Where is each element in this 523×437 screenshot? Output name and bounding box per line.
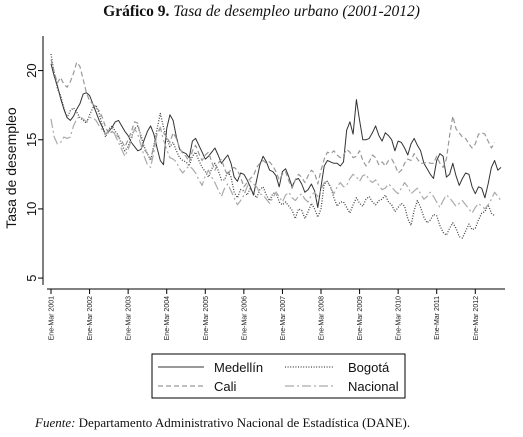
y-ticks: 5 10 15 20	[24, 63, 43, 282]
x-tick-label: Ene-Mar 2011	[434, 296, 441, 340]
source-label: Fuente:	[35, 415, 76, 430]
x-tick-label: Ene-Mar 2003	[126, 296, 133, 340]
y-tick-label: 20	[24, 63, 39, 77]
legend-box	[151, 353, 406, 399]
x-tick-label: Ene-Mar 2005	[203, 296, 210, 340]
y-tick-label: 15	[24, 133, 39, 147]
series-line-bogota	[50, 53, 496, 239]
x-tick-label: Ene-Mar 2004	[164, 296, 171, 340]
x-tick-label: Ene-Mar 2002	[87, 296, 94, 340]
legend-label-nacional: Nacional	[348, 379, 399, 394]
y-axis-label: Tasa de desempleo	[3, 107, 19, 229]
x-tick-label: Ene-Mar 2009	[357, 296, 364, 340]
legend-label-bogota: Bogotá	[348, 360, 390, 375]
x-tick-label: Ene-Mar 2007	[280, 296, 287, 340]
y-tick-label: 5	[24, 274, 39, 281]
series-line-cali	[50, 59, 496, 189]
x-tick-label: Ene-Mar 2012	[473, 296, 480, 340]
figure-label: Gráfico 9.	[103, 3, 170, 20]
legend: Medellín Bogotá Cali Nacional	[151, 353, 406, 399]
source-note: Fuente: Departamento Administrativo Naci…	[35, 415, 410, 431]
x-tick-label: Ene-Mar 2006	[241, 296, 248, 340]
source-text: Departamento Administrativo Nacional de …	[78, 415, 411, 430]
x-tick-label: Ene-Mar 2001	[49, 296, 56, 340]
series-line-nacional	[50, 115, 502, 214]
plot-area	[50, 53, 502, 239]
x-tick-label: Ene-Mar 2010	[396, 296, 403, 340]
x-tick-label: Ene-Mar 2008	[319, 296, 326, 340]
y-tick-label: 10	[24, 202, 39, 216]
legend-label-cali: Cali	[214, 379, 237, 394]
chart-title: Gráfico 9. Tasa de desempleo urbano (200…	[0, 3, 523, 21]
figure-title: Tasa de desempleo urbano (2001-2012)	[173, 3, 420, 20]
legend-label-medellin: Medellín	[214, 360, 263, 375]
series-line-medellin	[50, 63, 502, 208]
x-ticks: Ene-Mar 2001 Ene-Mar 2002 Ene-Mar 2003 Ene-…	[49, 289, 480, 340]
